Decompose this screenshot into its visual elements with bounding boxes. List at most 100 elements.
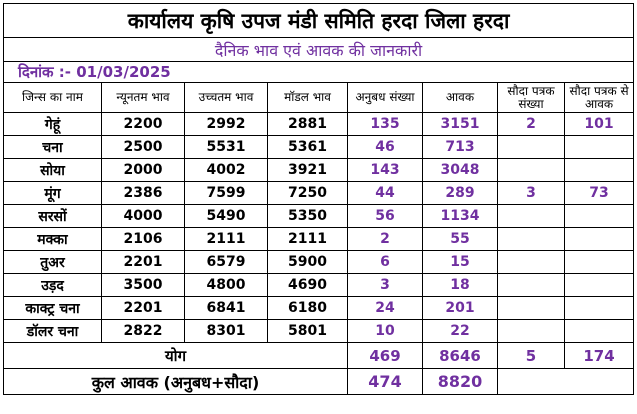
model-price: 2881 bbox=[267, 112, 348, 136]
total-label: योग bbox=[3, 342, 348, 369]
sauda-count: 2 bbox=[497, 112, 565, 136]
model-price: 5361 bbox=[267, 135, 348, 159]
sauda-awak bbox=[563, 319, 635, 343]
min-price: 3500 bbox=[101, 273, 185, 297]
min-price: 2500 bbox=[101, 135, 185, 159]
crop-name: मूंग bbox=[3, 181, 102, 205]
sauda-count bbox=[497, 135, 565, 159]
table-row: चना 2500 5531 5361 46 713 bbox=[3, 135, 635, 159]
awak: 15 bbox=[422, 250, 498, 274]
awak: 55 bbox=[422, 227, 498, 251]
model-price: 4690 bbox=[267, 273, 348, 297]
anubadh-count: 135 bbox=[347, 112, 423, 136]
crop-name: सरसों bbox=[3, 204, 102, 228]
table-row: सोया 2000 4002 3921 143 3048 bbox=[3, 158, 635, 182]
total-awak: 8646 bbox=[422, 342, 498, 369]
model-price: 5900 bbox=[267, 250, 348, 274]
sauda-count bbox=[497, 204, 565, 228]
min-price: 2106 bbox=[101, 227, 185, 251]
sauda-count bbox=[497, 250, 565, 274]
anubadh-count: 46 bbox=[347, 135, 423, 159]
anubadh-count: 24 bbox=[347, 296, 423, 320]
crop-name: उड़द bbox=[3, 273, 102, 297]
sauda-awak bbox=[563, 204, 635, 228]
total-sauda-count: 5 bbox=[497, 342, 565, 369]
sauda-awak: 101 bbox=[563, 112, 635, 136]
grand-total-row: कुल आवक (अनुबध+सौदा) 474 8820 bbox=[3, 368, 635, 395]
max-price: 5490 bbox=[184, 204, 268, 228]
header-awak: आवक bbox=[422, 82, 498, 113]
sauda-count bbox=[497, 296, 565, 320]
max-price: 6841 bbox=[184, 296, 268, 320]
max-price: 8301 bbox=[184, 319, 268, 343]
max-price: 2111 bbox=[184, 227, 268, 251]
table-row: मक्का 2106 2111 2111 2 55 bbox=[3, 227, 635, 251]
model-price: 6180 bbox=[267, 296, 348, 320]
header-row: जिन्स का नाम न्यूनतम भाव उच्चतम भाव मॉडल… bbox=[3, 82, 635, 113]
max-price: 6579 bbox=[184, 250, 268, 274]
anubadh-count: 10 bbox=[347, 319, 423, 343]
page-title: कार्यालय कृषि उपज मंडी समिति हरदा जिला ह… bbox=[2, 3, 635, 38]
grand-total-blank bbox=[496, 368, 635, 395]
min-price: 2200 bbox=[101, 112, 185, 136]
sauda-awak: 73 bbox=[563, 181, 635, 205]
header-min-price: न्यूनतम भाव bbox=[101, 82, 185, 113]
crop-name: काक्ट्र चना bbox=[3, 296, 102, 320]
sauda-awak bbox=[563, 273, 635, 297]
max-price: 5531 bbox=[184, 135, 268, 159]
table-row: उड़द 3500 4800 4690 3 18 bbox=[3, 273, 635, 297]
sauda-count bbox=[497, 319, 565, 343]
table-row: सरसों 4000 5490 5350 56 1134 bbox=[3, 204, 635, 228]
date-line: दिनांक :- 01/03/2025 bbox=[2, 61, 635, 83]
table-row: मूंग 2386 7599 7250 44 289 3 73 bbox=[3, 181, 635, 205]
awak: 3151 bbox=[422, 112, 498, 136]
crop-name: सोया bbox=[3, 158, 102, 182]
table-row: तुअर 2201 6579 5900 6 15 bbox=[3, 250, 635, 274]
total-row: योग 469 8646 5 174 bbox=[3, 342, 635, 369]
max-price: 4002 bbox=[184, 158, 268, 182]
table-row: गेहूं 2200 2992 2881 135 3151 2 101 bbox=[3, 112, 635, 136]
sauda-awak bbox=[563, 227, 635, 251]
anubadh-count: 3 bbox=[347, 273, 423, 297]
model-price: 5801 bbox=[267, 319, 348, 343]
sauda-awak bbox=[563, 296, 635, 320]
header-sauda-count: सौदा पत्रक संख्या bbox=[497, 82, 565, 113]
model-price: 2111 bbox=[267, 227, 348, 251]
table-row: काक्ट्र चना 2201 6841 6180 24 201 bbox=[3, 296, 635, 320]
awak: 3048 bbox=[422, 158, 498, 182]
sauda-count bbox=[497, 227, 565, 251]
header-sauda-awak: सौदा पत्रक से आवक bbox=[563, 82, 635, 113]
grand-total-label: कुल आवक (अनुबध+सौदा) bbox=[3, 368, 348, 395]
page-subtitle: दैनिक भाव एवं आवक की जानकारी bbox=[2, 37, 635, 62]
total-sauda-awak: 174 bbox=[563, 342, 635, 369]
awak: 289 bbox=[422, 181, 498, 205]
crop-name: मक्का bbox=[3, 227, 102, 251]
anubadh-count: 56 bbox=[347, 204, 423, 228]
sauda-count bbox=[497, 158, 565, 182]
header-max-price: उच्चतम भाव bbox=[184, 82, 268, 113]
model-price: 7250 bbox=[267, 181, 348, 205]
sauda-awak bbox=[563, 250, 635, 274]
table-row: डॉलर चना 2822 8301 5801 10 22 bbox=[3, 319, 635, 343]
grand-total-awak: 8820 bbox=[422, 368, 498, 395]
model-price: 3921 bbox=[267, 158, 348, 182]
header-crop: जिन्स का नाम bbox=[3, 82, 102, 113]
max-price: 7599 bbox=[184, 181, 268, 205]
anubadh-count: 143 bbox=[347, 158, 423, 182]
min-price: 2201 bbox=[101, 296, 185, 320]
min-price: 2822 bbox=[101, 319, 185, 343]
max-price: 2992 bbox=[184, 112, 268, 136]
awak: 22 bbox=[422, 319, 498, 343]
anubadh-count: 44 bbox=[347, 181, 423, 205]
sauda-awak bbox=[563, 158, 635, 182]
awak: 18 bbox=[422, 273, 498, 297]
min-price: 2386 bbox=[101, 181, 185, 205]
anubadh-count: 6 bbox=[347, 250, 423, 274]
awak: 1134 bbox=[422, 204, 498, 228]
header-anubadh-count: अनुबध संख्या bbox=[347, 82, 423, 113]
mandi-rate-sheet: कार्यालय कृषि उपज मंडी समिति हरदा जिला ह… bbox=[2, 3, 635, 395]
crop-name: तुअर bbox=[3, 250, 102, 274]
min-price: 4000 bbox=[101, 204, 185, 228]
max-price: 4800 bbox=[184, 273, 268, 297]
total-anubadh: 469 bbox=[347, 342, 423, 369]
